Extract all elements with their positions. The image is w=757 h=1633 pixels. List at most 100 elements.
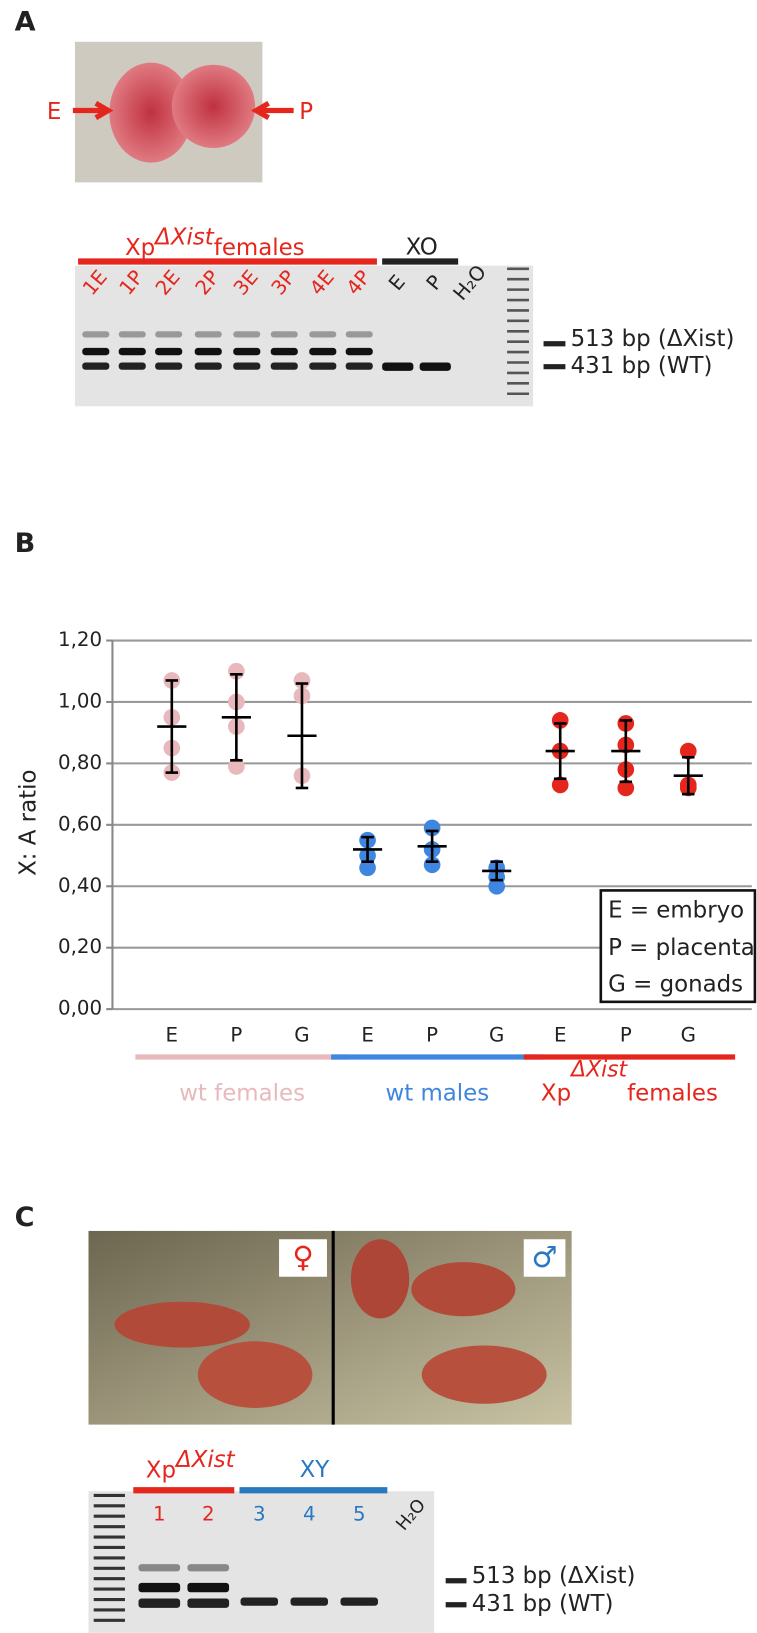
legend-text: E = embryo: [608, 898, 744, 924]
gel: [88, 1491, 435, 1633]
gel-band: [270, 331, 298, 338]
gel-band: [82, 331, 110, 338]
gel-band: [233, 331, 261, 338]
gel-band: [155, 347, 183, 356]
gel-band: [194, 362, 222, 370]
lane-label: 1: [153, 1503, 166, 1526]
y-tick-label: 0,00: [58, 997, 102, 1020]
arrow: [72, 100, 114, 121]
y-tick-label: 0,60: [58, 812, 102, 835]
gel-band: [138, 1564, 181, 1572]
gel-band: [290, 1597, 328, 1606]
x-tick-label: G: [489, 1024, 504, 1047]
chart: 0,00 0,20 0,40 0,60 0,80 1,00 1,20 wt females E P…: [58, 628, 752, 1106]
gel-band: [155, 331, 183, 338]
gel-band: [194, 347, 222, 356]
panel-label: A: [15, 7, 36, 38]
gel-band: [270, 362, 298, 370]
gel-band: [382, 362, 414, 371]
band-label: 431 bp (WT): [571, 353, 713, 379]
lane-label: 3: [253, 1503, 266, 1526]
text: females: [627, 1080, 718, 1106]
data-point: [359, 859, 376, 877]
sex-symbol: ♂: [532, 1240, 558, 1274]
gel-band: [187, 1564, 230, 1572]
gel-band: [240, 1597, 279, 1606]
x-tick-label: E: [554, 1024, 567, 1047]
gel: [74, 265, 534, 407]
text: Xp: [541, 1080, 571, 1106]
lane-label: 2: [202, 1503, 215, 1526]
text: ΔXist: [174, 1447, 236, 1473]
panel-label: B: [15, 528, 36, 559]
data-point: [228, 758, 245, 775]
gel-band: [233, 362, 261, 370]
gel-band: [345, 347, 373, 356]
sex-symbol: ♀: [292, 1240, 313, 1274]
pups-photo: [88, 1230, 572, 1425]
y-axis-label: X: A ratio: [16, 770, 42, 876]
band-label: 431 bp (WT): [472, 1591, 614, 1617]
group-label: XpΔXistfemales: [125, 224, 305, 260]
photo-label: E: [47, 99, 61, 125]
data-point: [679, 742, 697, 760]
legend-text: G = gonads: [608, 972, 743, 998]
x-tick-label: P: [620, 1024, 632, 1047]
gel-band: [138, 1598, 181, 1608]
x-tick-label: G: [294, 1024, 309, 1047]
text: Xp: [125, 234, 155, 260]
text: ΔXist: [153, 224, 215, 250]
gel-band: [155, 362, 183, 370]
group-label: XO: [406, 234, 438, 260]
gel-lanes: 1 2 3 4 5 H₂O: [93, 1493, 430, 1622]
data-point: [617, 779, 635, 797]
group-label: wt females: [179, 1080, 305, 1106]
x-tick-label: G: [681, 1024, 696, 1047]
gel-band: [309, 331, 337, 338]
gel-band: [118, 362, 146, 370]
text: wt females: [179, 1080, 305, 1106]
gel-band: [82, 347, 110, 356]
gel-band: [187, 1582, 230, 1593]
y-tick-label: 0,20: [58, 935, 102, 958]
x-tick-label: P: [230, 1024, 242, 1047]
gel-band: [118, 347, 146, 356]
group-label: XpΔXist: [146, 1447, 236, 1483]
group-label: wt males: [385, 1080, 489, 1106]
gel-band: [82, 362, 110, 370]
legend-text: P = placenta: [608, 935, 755, 961]
legend-box: [599, 889, 757, 1004]
y-tick-label: 1,20: [58, 628, 102, 651]
gel-band: [194, 331, 222, 338]
lane-label: 5: [353, 1503, 366, 1526]
gel-band: [340, 1597, 378, 1606]
arrow: [250, 100, 294, 121]
gel-band: [419, 362, 451, 371]
lane-label: 4: [303, 1503, 316, 1526]
band-label: 513 bp (ΔXist): [472, 1563, 636, 1589]
x-tick-label: E: [361, 1024, 374, 1047]
gel-band: [309, 347, 337, 356]
y-tick-label: 0,80: [58, 751, 102, 774]
gel-band: [345, 362, 373, 370]
panel-label: C: [15, 1202, 35, 1233]
text: ΔXist: [569, 1058, 628, 1083]
gel-band: [233, 347, 261, 356]
group-label: XpΔXistfemales: [541, 1058, 718, 1106]
photo-label: P: [299, 99, 313, 125]
y-tick-label: 1,00: [58, 689, 102, 712]
text: females: [214, 234, 305, 260]
gel-band: [118, 331, 146, 338]
tissue-photo: [74, 41, 263, 183]
band-label: 513 bp (ΔXist): [571, 326, 735, 352]
text: wt males: [385, 1080, 489, 1106]
data-point: [488, 877, 506, 895]
y-tick-label: 0,40: [58, 874, 102, 897]
x-tick-label: P: [426, 1024, 438, 1047]
group-label: XY: [300, 1457, 331, 1483]
gel-band: [270, 347, 298, 356]
data-point: [551, 776, 569, 794]
gel-band: [345, 331, 373, 338]
text: Xp: [146, 1457, 176, 1483]
